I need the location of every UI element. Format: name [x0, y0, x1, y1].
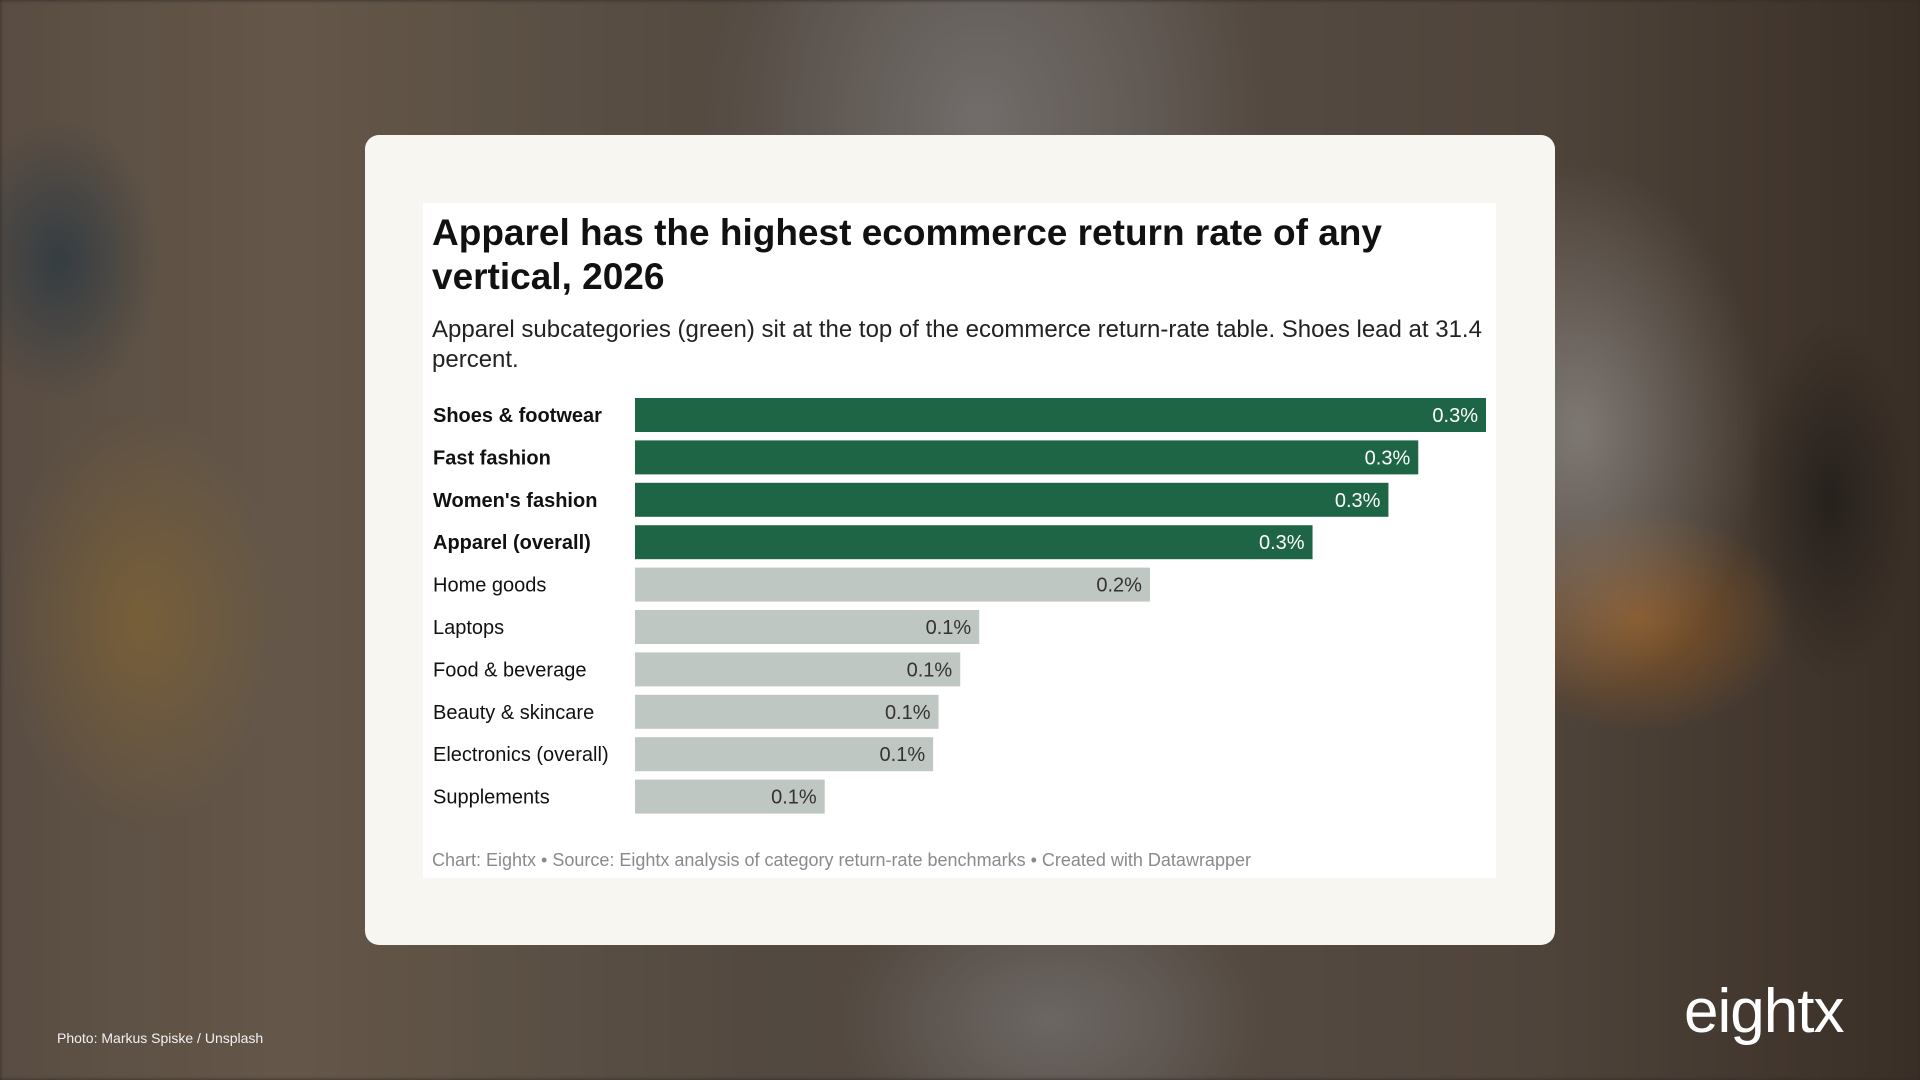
bar-value-label: 0.3%	[1365, 447, 1411, 469]
category-label: Supplements	[433, 787, 550, 809]
bar	[635, 737, 934, 772]
bar-value-label: 0.1%	[926, 617, 972, 639]
bar-value-label: 0.1%	[771, 787, 817, 809]
chart-subtitle: Apparel subcategories (green) sit at the…	[432, 316, 1482, 373]
category-label: Home goods	[433, 575, 546, 597]
chart-panel: Apparel has the highest ecommerce return…	[423, 203, 1496, 878]
category-label: Shoes & footwear	[433, 405, 602, 427]
bar-value-label: 0.1%	[880, 744, 926, 766]
eightx-logo: eightx	[1684, 977, 1844, 1046]
bar-value-label: 0.3%	[1335, 490, 1381, 512]
bar	[635, 567, 1150, 602]
bar-value-label: 0.2%	[1096, 575, 1142, 597]
bar-value-label: 0.3%	[1432, 405, 1478, 427]
bar	[635, 525, 1313, 560]
photo-credit: Photo: Markus Spiske / Unsplash	[57, 1030, 264, 1046]
chart-title: Apparel has the highest ecommerce return…	[432, 212, 1382, 297]
category-label: Women's fashion	[433, 490, 597, 512]
bar	[635, 694, 939, 729]
bar	[635, 652, 961, 687]
bar-chart: Shoes & footwear 0.3% Fast fashion 0.3% Wome…	[433, 398, 1486, 814]
category-label: Fast fashion	[433, 447, 551, 469]
bar-value-label: 0.1%	[907, 659, 953, 681]
category-label: Electronics (overall)	[433, 744, 609, 766]
category-label: Apparel (overall)	[433, 532, 591, 554]
bar	[635, 398, 1486, 432]
chart-source-notes: Chart: Eightx • Source: Eightx analysis …	[432, 850, 1251, 870]
bar	[635, 610, 980, 644]
bar-value-label: 0.3%	[1259, 532, 1305, 554]
bar	[635, 482, 1389, 517]
bar	[635, 779, 825, 814]
category-label: Food & beverage	[433, 659, 586, 681]
category-label: Beauty & skincare	[433, 702, 594, 724]
bar	[635, 440, 1419, 475]
category-label: Laptops	[433, 617, 504, 639]
chart-card: Apparel has the highest ecommerce return…	[365, 135, 1555, 945]
bar-value-label: 0.1%	[885, 702, 931, 724]
